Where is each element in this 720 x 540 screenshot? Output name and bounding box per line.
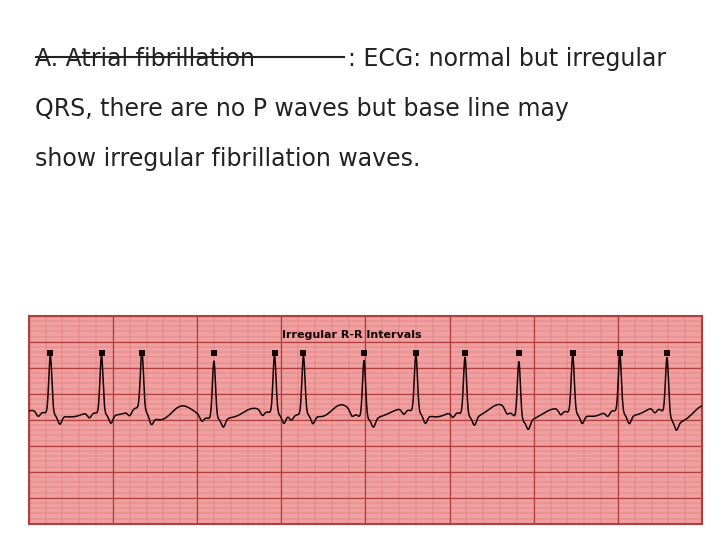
Text: Irregular R-R Intervals: Irregular R-R Intervals xyxy=(282,329,422,340)
Text: : ECG: normal but irregular: : ECG: normal but irregular xyxy=(348,47,666,71)
Text: QRS, there are no P waves but base line may: QRS, there are no P waves but base line … xyxy=(35,97,569,121)
Text: show irregular fibrillation waves.: show irregular fibrillation waves. xyxy=(35,147,420,171)
Text: A. Atrial fibrillation: A. Atrial fibrillation xyxy=(35,47,255,71)
